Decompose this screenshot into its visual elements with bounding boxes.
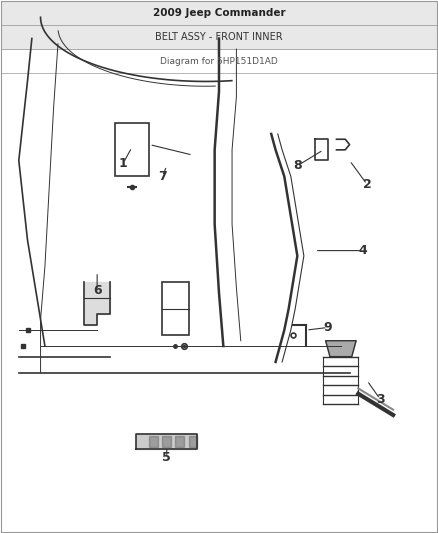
Polygon shape bbox=[325, 341, 356, 357]
Bar bbox=[1, 49, 437, 73]
Text: 2: 2 bbox=[363, 178, 371, 191]
Text: 5: 5 bbox=[162, 451, 171, 464]
Text: 4: 4 bbox=[358, 244, 367, 257]
Bar bbox=[162, 282, 188, 335]
Text: 9: 9 bbox=[324, 321, 332, 334]
Text: 6: 6 bbox=[93, 284, 102, 297]
Polygon shape bbox=[136, 433, 197, 449]
Bar bbox=[1, 25, 437, 49]
Text: BELT ASSY - FRONT INNER: BELT ASSY - FRONT INNER bbox=[155, 33, 283, 43]
Polygon shape bbox=[162, 436, 171, 447]
Text: 3: 3 bbox=[376, 393, 384, 406]
Bar bbox=[1, 2, 437, 25]
Text: Diagram for 5HP151D1AD: Diagram for 5HP151D1AD bbox=[160, 57, 278, 66]
Text: 7: 7 bbox=[158, 170, 167, 183]
Polygon shape bbox=[176, 436, 184, 447]
Text: 2009 Jeep Commander: 2009 Jeep Commander bbox=[153, 8, 285, 18]
Polygon shape bbox=[188, 436, 197, 447]
Text: 1: 1 bbox=[119, 157, 127, 169]
Polygon shape bbox=[84, 282, 110, 325]
Polygon shape bbox=[149, 436, 158, 447]
Text: 8: 8 bbox=[293, 159, 302, 172]
Bar bbox=[115, 123, 149, 176]
